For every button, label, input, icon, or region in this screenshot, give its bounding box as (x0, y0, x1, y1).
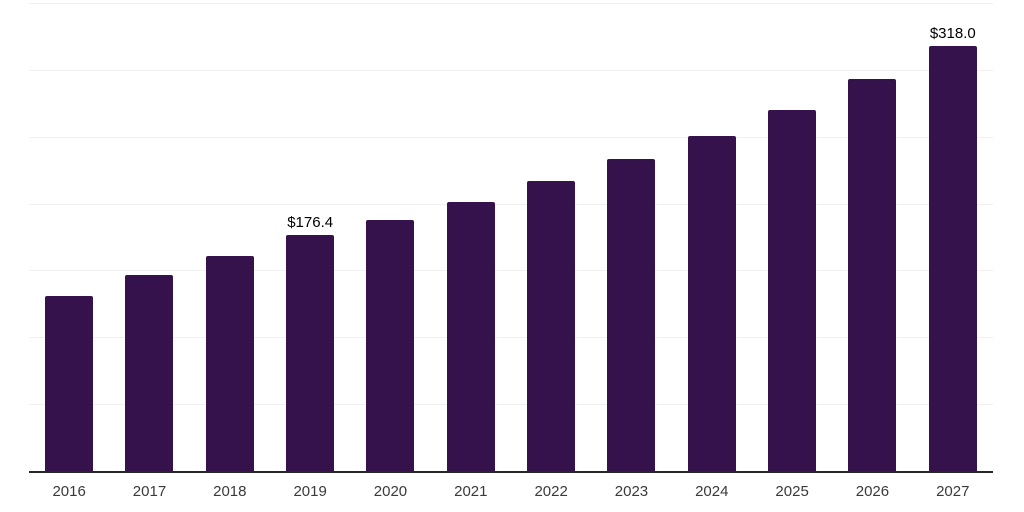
x-tick-2018: 2018 (213, 483, 247, 500)
bar-slot-2019: $176.4 (270, 3, 350, 471)
gridline-350 (29, 3, 993, 4)
x-tick-2025: 2025 (775, 483, 809, 500)
x-tick-2017: 2017 (132, 483, 167, 500)
bar-2018 (205, 255, 254, 471)
bars-container: $176.4 $318.0 (29, 3, 993, 471)
data-label-2027: $318.0 (929, 24, 976, 42)
plot-area: $176.4 $318.0 (29, 3, 993, 473)
x-tick-2022: 2022 (534, 483, 568, 500)
x-tick-2021: 2021 (454, 483, 488, 500)
bar-slot-2022 (511, 3, 591, 471)
gridline-200 (29, 203, 993, 205)
bar-2025 (768, 109, 817, 471)
gridline-50 (29, 404, 993, 406)
bar-slot-2021 (431, 3, 511, 471)
bar-2017 (125, 274, 174, 471)
gridline-150 (29, 270, 993, 272)
bar-slot-2020 (350, 3, 430, 471)
bar-2023 (607, 159, 656, 471)
gridline-250 (29, 136, 993, 138)
bar-2019 (286, 235, 335, 471)
bar-slot-2023 (591, 3, 671, 471)
x-tick-2020: 2020 (373, 483, 408, 500)
gridline-300 (29, 69, 993, 71)
x-tick-2027: 2027 (936, 483, 970, 500)
bar-slot-2016 (29, 3, 109, 471)
bar-slot-2025 (752, 3, 832, 471)
gridline-100 (29, 337, 993, 339)
bar-2022 (527, 180, 576, 471)
bar-2016 (45, 295, 94, 471)
bar-2024 (687, 135, 736, 471)
bar-slot-2026 (832, 3, 912, 471)
x-tick-2016: 2016 (52, 483, 86, 500)
bar-2020 (366, 220, 415, 471)
bar-2027 (928, 45, 977, 471)
bar-slot-2018 (190, 3, 270, 471)
bar-slot-2017 (109, 3, 189, 471)
data-label-2019: $176.4 (287, 214, 334, 232)
bar-slot-2024 (672, 3, 752, 471)
bar-2026 (848, 78, 897, 471)
x-axis-labels: 2016 2017 2018 2019 2020 2021 2022 2023 2024 2025… (29, 473, 993, 499)
x-tick-2019: 2019 (293, 483, 327, 500)
bar-slot-2027: $318.0 (913, 3, 993, 471)
bar-2021 (446, 201, 495, 471)
x-tick-2026: 2026 (855, 483, 890, 500)
x-tick-2023: 2023 (614, 483, 649, 500)
x-tick-2024: 2024 (695, 483, 729, 500)
